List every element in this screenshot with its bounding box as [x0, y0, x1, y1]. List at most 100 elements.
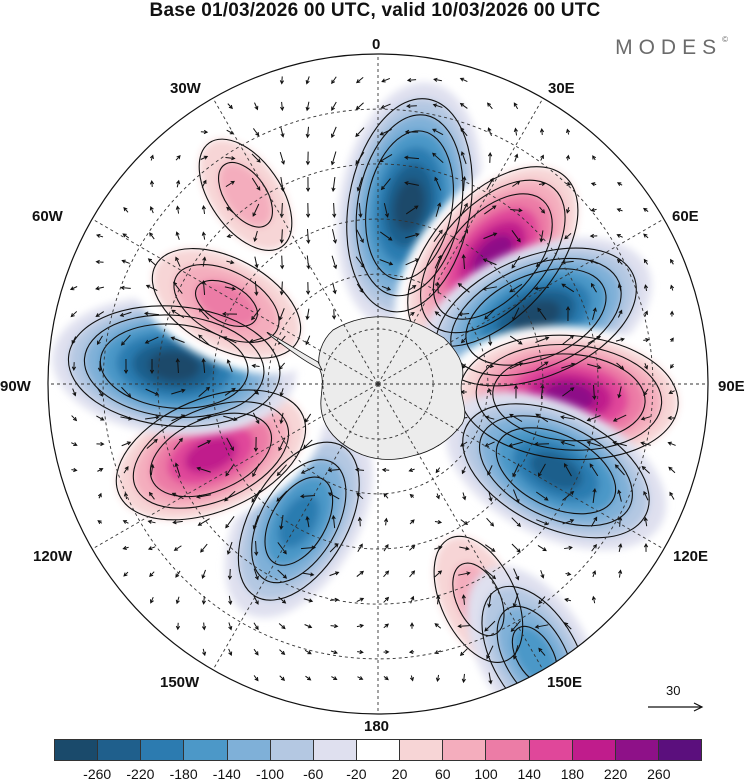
- wind-vector: [304, 649, 312, 655]
- wind-vector: [381, 285, 392, 291]
- contour-line: [173, 263, 280, 343]
- colorbar-swatch: [55, 740, 99, 760]
- wind-vector: [644, 363, 649, 370]
- contour-line: [475, 343, 663, 451]
- wind-vector: [70, 311, 78, 318]
- wind-vector: [201, 279, 206, 296]
- latitude-circle: [157, 163, 599, 605]
- wind-vector: [97, 520, 103, 525]
- wind-vector: [591, 595, 596, 604]
- wind-vector: [381, 467, 390, 473]
- wind-vector: [670, 258, 674, 265]
- contour-line: [365, 130, 454, 281]
- meridian-line: [377, 218, 665, 385]
- wind-vector: [278, 623, 286, 630]
- wind-vector: [643, 233, 649, 239]
- wind-vector: [144, 336, 159, 344]
- wind-vector: [564, 597, 572, 603]
- wind-vector: [147, 546, 156, 551]
- wind-vector: [408, 285, 417, 291]
- wind-vector: [175, 622, 181, 631]
- wind-vector: [592, 155, 597, 161]
- wind-vector: [383, 517, 389, 526]
- wind-vector: [383, 676, 389, 681]
- wind-vector: [226, 437, 234, 452]
- lon-label-60e: 60E: [672, 208, 699, 225]
- wind-vector: [331, 309, 337, 320]
- colorbar: [54, 739, 702, 761]
- wind-vector: [564, 463, 572, 477]
- wind-vector: [332, 202, 337, 219]
- wind-vector: [280, 255, 285, 270]
- wind-vector: [535, 336, 550, 343]
- lon-label-30e: 30E: [548, 80, 575, 97]
- wind-vector: [616, 182, 623, 187]
- colorbar-tick-label: 60: [435, 766, 451, 782]
- colorbar-tick-label: -60: [303, 766, 324, 782]
- wind-vector: [587, 363, 602, 370]
- wind-vector: [121, 259, 130, 264]
- wind-vector: [123, 206, 129, 213]
- wind-vector: [95, 259, 104, 265]
- wind-vector: [487, 152, 493, 163]
- colorbar-tick-label: -140: [212, 766, 241, 782]
- colorbar-tick-label: -180: [169, 766, 198, 782]
- contour-line: [198, 138, 293, 251]
- wind-vector: [643, 543, 649, 552]
- wind-vector: [171, 388, 186, 395]
- wind-vector: [279, 151, 285, 165]
- meridian-line: [91, 383, 379, 550]
- colorbar-swatch: [529, 740, 573, 760]
- colorbar-tick-label: 220: [603, 766, 628, 782]
- colorbar-swatch: [184, 740, 228, 760]
- wind-vector: [590, 516, 598, 527]
- wind-vector: [358, 202, 363, 219]
- wind-vector: [511, 517, 522, 528]
- wind-vector: [71, 362, 77, 371]
- wind-vector: [560, 440, 575, 447]
- wind-vector: [253, 568, 259, 581]
- wind-vector: [643, 337, 650, 343]
- wind-vector: [143, 311, 160, 316]
- contour-line: [481, 585, 589, 714]
- contour-line: [132, 401, 290, 509]
- wind-vector: [461, 594, 466, 605]
- wind-vector: [488, 334, 493, 347]
- wind-vector: [408, 467, 415, 472]
- contour-line: [149, 412, 273, 498]
- wind-vector: [539, 206, 546, 214]
- wind-vector: [410, 595, 415, 604]
- wind-vector: [226, 541, 233, 555]
- wind-vector: [97, 492, 102, 499]
- wind-vector: [122, 545, 129, 551]
- wind-vector: [202, 648, 207, 657]
- meridian-line: [377, 383, 544, 671]
- lon-label-180: 180: [364, 718, 390, 735]
- wind-vector: [434, 623, 442, 629]
- wind-vector: [253, 648, 259, 656]
- wind-vector: [356, 229, 364, 244]
- wind-vector: [616, 258, 623, 265]
- wind-vector: [512, 463, 520, 478]
- wind-vector: [72, 388, 77, 397]
- wind-vector: [540, 154, 544, 161]
- wind-vector: [434, 570, 443, 578]
- wind-vector: [96, 335, 103, 346]
- wind-vector: [253, 436, 259, 453]
- wind-vector: [305, 76, 310, 85]
- wind-vector: [300, 466, 315, 474]
- wind-vector: [221, 311, 238, 317]
- colorbar-swatch: [227, 740, 271, 760]
- lon-label-120w: 120W: [33, 548, 73, 565]
- lon-label-60w: 60W: [32, 208, 63, 225]
- wind-vector: [123, 465, 129, 474]
- contour-layer: [67, 98, 679, 714]
- contour-line: [420, 179, 566, 334]
- wind-vector: [409, 622, 415, 629]
- wind-vector: [225, 463, 235, 477]
- wind-vector: [201, 231, 206, 240]
- colorbar-swatch: [658, 740, 702, 760]
- wind-vector: [409, 544, 416, 551]
- wind-vector: [565, 154, 571, 161]
- wind-vector: [251, 177, 261, 191]
